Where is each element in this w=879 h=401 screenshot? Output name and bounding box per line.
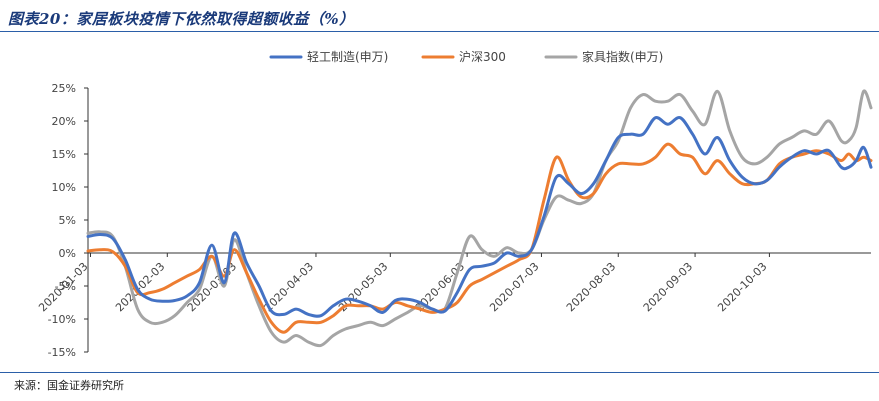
series-line-3: [86, 89, 873, 348]
y-tick-label: 15%: [52, 148, 76, 161]
x-tick-label: 2020-02-03: [113, 260, 167, 314]
y-tick-label: 5%: [59, 214, 76, 227]
x-tick-label: 2020-03-03: [185, 260, 239, 314]
x-tick-label: 2020-07-03: [487, 260, 541, 314]
legend-label-3: 家具指数(申万): [582, 49, 663, 64]
y-tick-label: 10%: [52, 181, 76, 194]
series-layer: [86, 89, 873, 348]
series-line-2: [86, 142, 873, 334]
legend-label-1: 轻工制造(申万): [307, 50, 388, 64]
y-tick-label: 20%: [52, 115, 76, 128]
source-divider: [0, 372, 879, 373]
legend-label-2: 沪深300: [459, 50, 506, 64]
x-tick-label: 2020-09-03: [641, 260, 695, 314]
line-chart: 轻工制造(申万) 沪深300 家具指数(申万) -15% -10% -5% 0% 5% 10%…: [36, 49, 873, 359]
series-line-1: [86, 116, 873, 318]
source-note: 来源：国金证券研究所: [14, 379, 124, 392]
y-tick-label: -5%: [55, 280, 76, 293]
y-axis: -15% -10% -5% 0% 5% 10% 15% 20% 25%: [48, 82, 89, 359]
title-divider: [0, 31, 879, 32]
y-tick-label: -15%: [48, 346, 76, 359]
figure-title: 图表20：家居板块疫情下依然取得超额收益（%）: [8, 10, 355, 28]
x-tick-label: 2020-08-03: [564, 260, 618, 314]
chart-legend: 轻工制造(申万) 沪深300 家具指数(申万): [269, 49, 663, 64]
y-tick-label: 25%: [52, 82, 76, 95]
y-tick-label: 0%: [59, 247, 76, 260]
x-tick-label: 2020-01-03: [36, 260, 90, 314]
y-tick-label: -10%: [48, 313, 76, 326]
x-tick-label: 2020-10-03: [715, 260, 769, 314]
